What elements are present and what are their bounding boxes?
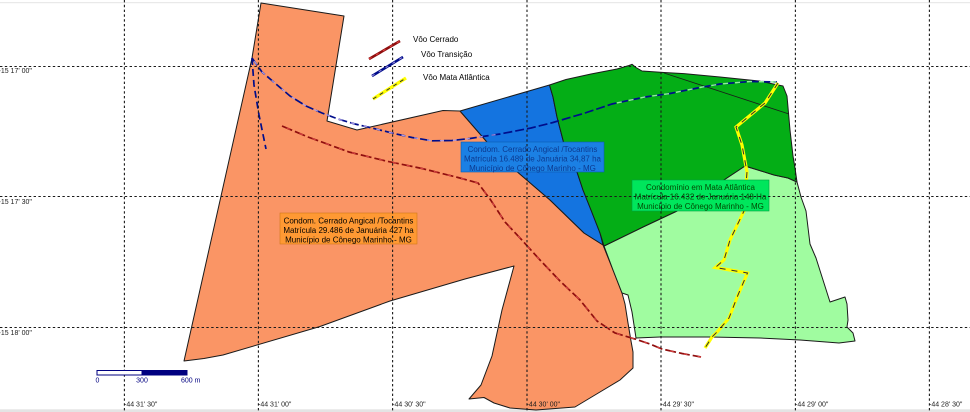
svg-text:-15 18' 00": -15 18' 00" [0, 330, 32, 337]
svg-text:-44 29' 00": -44 29' 00" [795, 402, 829, 409]
svg-text:300: 300 [136, 378, 148, 385]
svg-text:-44 31' 00": -44 31' 00" [258, 402, 292, 409]
svg-text:Condom. Cerrado Angical /Tocan: Condom. Cerrado Angical /Tocantins [468, 145, 598, 154]
svg-text:Vôo Transição: Vôo Transição [421, 50, 473, 59]
svg-text:-44 30' 00": -44 30' 00" [527, 402, 561, 409]
svg-text:-44 28' 30": -44 28' 30" [929, 402, 963, 409]
svg-text:Matrícula 16.489 de Januária 3: Matrícula 16.489 de Januária 34,87 ha [464, 155, 602, 164]
svg-text:Vôo Mata Atlântica: Vôo Mata Atlântica [423, 73, 490, 82]
svg-text:-15 17' 00": -15 17' 00" [0, 68, 32, 75]
svg-text:Matrícula 29.486 de Januária 4: Matrícula 29.486 de Januária 427 ha [283, 226, 414, 235]
svg-text:600 m: 600 m [181, 378, 201, 385]
svg-text:Matrícula 16.432 de Januária 1: Matrícula 16.432 de Januária 148 Ha [635, 193, 767, 202]
svg-text:-44 29' 30": -44 29' 30" [661, 402, 695, 409]
svg-text:Vôo Cerrado: Vôo Cerrado [413, 35, 459, 44]
svg-text:Condom. Cerrado Angical /Tocan: Condom. Cerrado Angical /Tocantins [284, 217, 414, 226]
svg-text:-44 31' 30": -44 31' 30" [124, 402, 158, 409]
svg-text:Município de Côhego Marinho -: Município de Côhego Marinho - MG [469, 164, 596, 173]
svg-text:Condomínio em Mata Atlântica: Condomínio em Mata Atlântica [646, 183, 755, 192]
svg-text:0: 0 [96, 378, 100, 385]
svg-text:Município de Cônego Marinho -: Município de Cônego Marinho - MG [637, 202, 764, 211]
svg-text:Município de Cônego Marinho -: Município de Cônego Marinho - MG [285, 236, 412, 245]
svg-text:-44 30' 30": -44 30' 30" [392, 402, 426, 409]
svg-text:-15 17' 30": -15 17' 30" [0, 199, 32, 206]
